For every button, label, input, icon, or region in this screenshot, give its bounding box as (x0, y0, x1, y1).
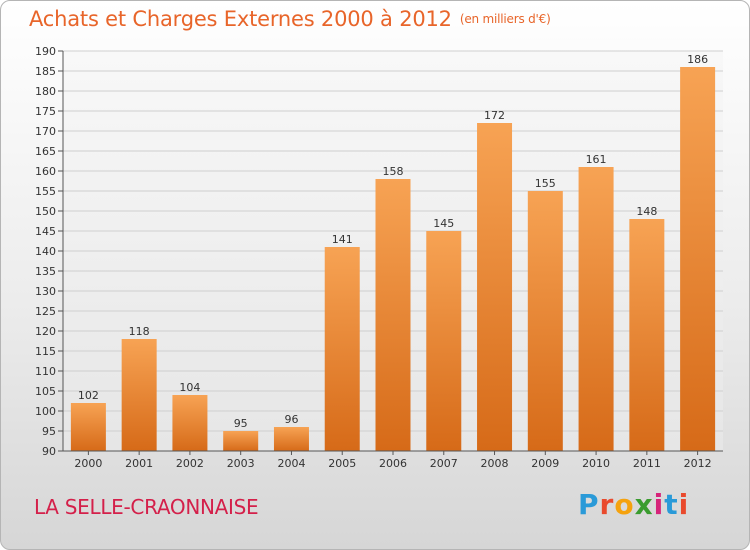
y-tick-label: 145 (35, 225, 56, 238)
x-tick-label: 2012 (684, 457, 712, 470)
x-tick-label: 2008 (481, 457, 509, 470)
bar-2004 (273, 427, 309, 451)
x-axis: 2000 2001 2002 2003 2004 2005 2006 2007 2008 2009… (63, 450, 723, 470)
data-label: 158 (383, 165, 404, 178)
y-tick-label: 185 (35, 65, 56, 78)
data-label: 118 (129, 325, 150, 338)
y-tick-label: 165 (35, 145, 56, 158)
logo-letter: t (664, 488, 679, 521)
bar-2000 (70, 403, 106, 451)
data-label: 172 (484, 109, 505, 122)
x-tick-label: 2010 (582, 457, 610, 470)
y-tick-label: 155 (35, 185, 56, 198)
data-label: 141 (332, 233, 353, 246)
bar-2011 (629, 219, 665, 451)
data-label: 145 (433, 217, 454, 230)
y-tick-label: 110 (35, 365, 56, 378)
y-tick-label: 125 (35, 305, 56, 318)
data-label: 96 (284, 413, 298, 426)
data-label: 95 (234, 417, 248, 430)
data-label: 104 (179, 381, 200, 394)
y-tick-label: 150 (35, 205, 56, 218)
logo-letter: i (678, 488, 690, 521)
y-tick-label: 135 (35, 265, 56, 278)
bar-2006 (375, 179, 411, 451)
y-axis: 90 95 100 105 110 115 120 125 130 135 140 145 150 155… (35, 45, 64, 458)
bars: 102 118 104 95 96 141 158 145 172 155 161 148 186 (70, 53, 716, 451)
logo-letter: x (634, 488, 654, 521)
x-tick-label: 2007 (430, 457, 458, 470)
bar-2005 (324, 247, 360, 451)
x-tick-label: 2009 (531, 457, 559, 470)
x-tick-label: 2004 (277, 457, 305, 470)
logo-letter: i (653, 488, 665, 521)
data-label: 186 (687, 53, 708, 66)
bar-2001 (121, 339, 157, 451)
x-tick-label: 2002 (176, 457, 204, 470)
x-tick-label: 2006 (379, 457, 407, 470)
x-tick-label: 2001 (125, 457, 153, 470)
logo-letter: o (614, 488, 635, 521)
x-tick-label: 2011 (633, 457, 661, 470)
data-label: 161 (586, 153, 607, 166)
logo-letter: r (599, 488, 615, 521)
y-tick-label: 120 (35, 325, 56, 338)
y-tick-label: 170 (35, 125, 56, 138)
proxiti-logo[interactable]: Proxiti (578, 488, 689, 521)
y-tick-label: 190 (35, 45, 56, 58)
chart-unit: (en milliers d'€) (459, 12, 551, 26)
data-label: 102 (78, 389, 99, 402)
bar-2012 (680, 67, 716, 451)
x-tick-label: 2005 (328, 457, 356, 470)
y-tick-label: 175 (35, 105, 56, 118)
y-tick-label: 160 (35, 165, 56, 178)
data-label: 155 (535, 177, 556, 190)
bar-2002 (172, 395, 208, 451)
bar-2007 (426, 231, 462, 451)
chart-title-text: Achats et Charges Externes 2000 à 2012 (29, 7, 452, 31)
bar-2010 (578, 167, 614, 451)
commune-name: LA SELLE-CRAONNAISE (34, 495, 259, 519)
y-tick-label: 180 (35, 85, 56, 98)
logo-letter: P (578, 488, 600, 521)
x-tick-label: 2000 (74, 457, 102, 470)
y-tick-label: 105 (35, 385, 56, 398)
y-tick-label: 130 (35, 285, 56, 298)
x-tick-label: 2003 (227, 457, 255, 470)
y-tick-label: 115 (35, 345, 56, 358)
bar-2009 (527, 191, 563, 451)
data-label: 148 (636, 205, 657, 218)
chart-title: Achats et Charges Externes 2000 à 2012 (e… (29, 7, 551, 31)
bar-2008 (477, 123, 513, 451)
bar-2003 (223, 431, 259, 451)
y-tick-label: 90 (42, 445, 56, 458)
y-tick-label: 140 (35, 245, 56, 258)
y-tick-label: 95 (42, 425, 56, 438)
y-tick-label: 100 (35, 405, 56, 418)
